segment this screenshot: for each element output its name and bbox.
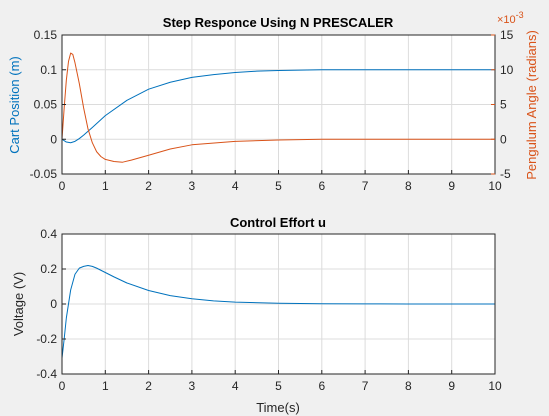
y-tick-label: 0.2 bbox=[40, 262, 57, 276]
x-tick-label: 1 bbox=[102, 179, 109, 193]
bottom-plot-xlabel: Time(s) bbox=[256, 400, 300, 415]
bottom-plot: 0 1 2 3 4 5 6 7 8 9 10 -0.4 -0.2 0 0.2 0.4 Control Effo… bbox=[11, 215, 502, 415]
bottom-plot-title: Control Effort u bbox=[230, 215, 326, 230]
top-plot-left-ylabel: Cart Position (m) bbox=[7, 56, 22, 154]
exponent-base: ×10 bbox=[497, 14, 516, 26]
right-y-tick-label: 5 bbox=[500, 98, 507, 112]
right-y-tick-label: 0 bbox=[500, 132, 507, 146]
y-tick-label: 0 bbox=[50, 297, 57, 311]
y-tick-label: -0.05 bbox=[30, 167, 58, 181]
x-tick-label: 9 bbox=[448, 179, 455, 193]
exponent-power: -3 bbox=[516, 10, 524, 20]
x-tick-label: 3 bbox=[189, 179, 196, 193]
x-tick-label: 10 bbox=[488, 379, 502, 393]
y-tick-label: 0.4 bbox=[40, 227, 57, 241]
x-tick-label: 2 bbox=[145, 179, 152, 193]
x-tick-label: 5 bbox=[275, 379, 282, 393]
x-tick-label: 2 bbox=[145, 379, 152, 393]
right-y-tick-label: -5 bbox=[500, 167, 511, 181]
right-y-tick-label: 15 bbox=[500, 28, 514, 42]
top-plot-right-exponent: ×10-3 bbox=[497, 10, 524, 26]
top-plot-right-ylabel: Pengulum Angle (radians) bbox=[524, 30, 539, 180]
x-tick-label: 5 bbox=[275, 179, 282, 193]
x-tick-label: 0 bbox=[59, 179, 66, 193]
x-tick-label: 1 bbox=[102, 379, 109, 393]
x-tick-label: 8 bbox=[405, 179, 412, 193]
bottom-plot-ylabel: Voltage (V) bbox=[11, 272, 26, 336]
right-y-tick-label: 10 bbox=[500, 63, 514, 77]
x-tick-label: 8 bbox=[405, 379, 412, 393]
x-tick-label: 0 bbox=[59, 379, 66, 393]
x-tick-label: 6 bbox=[318, 179, 325, 193]
y-tick-label: -0.2 bbox=[36, 332, 57, 346]
y-tick-label: 0.1 bbox=[40, 63, 57, 77]
x-tick-label: 4 bbox=[232, 179, 239, 193]
bottom-plot-series bbox=[61, 265, 496, 359]
pendulum-angle-line bbox=[61, 52, 495, 163]
x-tick-label: 3 bbox=[189, 379, 196, 393]
cart-position-line bbox=[61, 69, 495, 144]
x-tick-label: 4 bbox=[232, 379, 239, 393]
x-tick-label: 9 bbox=[448, 379, 455, 393]
y-tick-label: -0.4 bbox=[36, 367, 57, 381]
x-tick-label: 7 bbox=[362, 379, 369, 393]
bottom-plot-ticks: 0 1 2 3 4 5 6 7 8 9 10 -0.4 -0.2 0 0.2 0.4 bbox=[36, 227, 502, 393]
x-tick-label: 10 bbox=[488, 179, 502, 193]
control-effort-line bbox=[61, 265, 496, 359]
y-tick-label: 0 bbox=[50, 132, 57, 146]
x-tick-label: 7 bbox=[362, 179, 369, 193]
top-plot-series bbox=[61, 52, 495, 163]
x-tick-label: 6 bbox=[318, 379, 325, 393]
y-tick-label: 0.15 bbox=[34, 28, 58, 42]
top-plot-title: Step Responce Using N PRESCALER bbox=[163, 15, 394, 30]
y-tick-label: 0.05 bbox=[34, 98, 58, 112]
